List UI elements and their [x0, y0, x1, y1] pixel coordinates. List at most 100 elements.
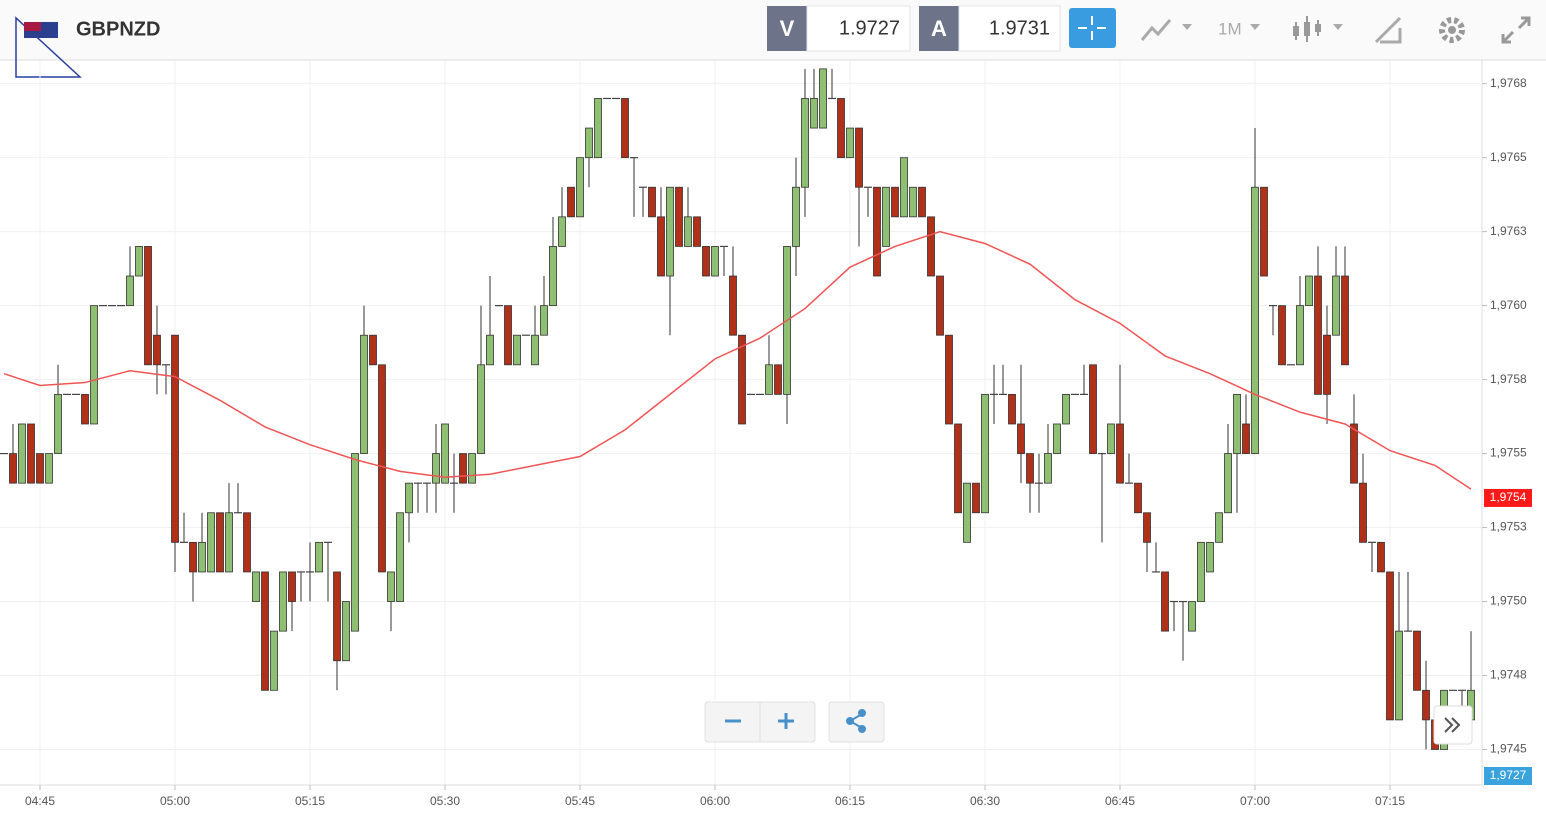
- candle-body: [1224, 453, 1232, 514]
- buy-price-box[interactable]: [958, 5, 1061, 52]
- candle-body: [513, 334, 521, 366]
- candle-body: [279, 571, 287, 632]
- candle-body: [1278, 305, 1286, 366]
- candle-body: [1089, 364, 1097, 454]
- candle-body: [666, 186, 674, 277]
- candle-body: [288, 571, 296, 602]
- crosshair-icon: [1078, 16, 1106, 40]
- x-tick-label: 06:30: [970, 794, 1000, 808]
- candle-body: [207, 512, 215, 573]
- candle-body: [729, 275, 737, 336]
- candle-body: [918, 186, 926, 218]
- candle-body: [1323, 334, 1331, 395]
- x-tick-label: 07:00: [1240, 794, 1270, 808]
- candle-body: [1314, 275, 1322, 395]
- y-tick-label: 1,9768: [1490, 76, 1527, 90]
- candle-body: [648, 186, 656, 218]
- candle-body: [1386, 571, 1394, 721]
- candle-body: [1395, 630, 1403, 721]
- candle-body: [1305, 275, 1313, 307]
- symbol: GBPNZD: [76, 18, 160, 40]
- share-button[interactable]: [828, 701, 885, 743]
- y-tick-label: 1,9745: [1490, 742, 1527, 756]
- x-tick-label: 05:45: [565, 794, 595, 808]
- candle-body: [684, 216, 692, 247]
- sell-price-box[interactable]: [806, 5, 911, 52]
- last-price-label: 1,9754: [1490, 490, 1527, 504]
- candle-body: [810, 98, 818, 129]
- candle-body: [1359, 482, 1367, 543]
- last-price-tag: [1484, 488, 1532, 507]
- sell-button[interactable]: [767, 6, 807, 51]
- x-tick-label: 06:00: [700, 794, 730, 808]
- chart-type-icon[interactable]: [1140, 19, 1172, 41]
- candle-body: [441, 423, 449, 484]
- candle-body: [135, 246, 143, 277]
- candle-body: [1017, 423, 1025, 454]
- y-tick-label: 1,9750: [1490, 594, 1527, 608]
- candle-body: [927, 216, 935, 277]
- candle-body: [846, 127, 854, 159]
- dropdown-arrow: [1333, 24, 1343, 30]
- candles-icon-part: [1304, 22, 1310, 36]
- candle-body: [738, 334, 746, 425]
- share-dot: [846, 717, 854, 725]
- candle-body: [198, 541, 206, 573]
- candle-body: [459, 453, 467, 484]
- crosshair-button[interactable]: [1069, 8, 1116, 48]
- candle-body: [972, 482, 980, 514]
- candle-body: [1350, 423, 1358, 484]
- settings-icon[interactable]: [1439, 17, 1465, 43]
- candle-body: [855, 127, 863, 188]
- share-dot: [858, 709, 866, 717]
- candle-body: [963, 482, 971, 543]
- candle-body: [1188, 601, 1196, 632]
- candle-body: [801, 98, 809, 188]
- candle-body: [1413, 630, 1421, 691]
- candle-body: [45, 453, 53, 484]
- candle-body: [9, 453, 17, 484]
- candle-body: [477, 364, 485, 454]
- candle-body: [765, 364, 773, 395]
- collapse-icon[interactable]: [1501, 16, 1531, 44]
- candle-body: [54, 393, 62, 454]
- timeframe[interactable]: 1M: [1218, 19, 1242, 38]
- candle-body: [1215, 512, 1223, 543]
- candle-body: [189, 541, 197, 573]
- corner-marker: [15, 16, 82, 78]
- candle-body: [153, 334, 161, 366]
- candle-body: [126, 275, 134, 307]
- candle-body: [405, 482, 413, 514]
- candle-body: [936, 275, 944, 336]
- candle-body: [387, 571, 395, 602]
- candle-body: [1053, 423, 1061, 454]
- candle-body: [90, 305, 98, 425]
- candle-body: [585, 127, 593, 159]
- candle-body: [1107, 423, 1115, 454]
- buy-label: A: [931, 16, 947, 41]
- candle-body: [774, 364, 782, 395]
- candle-body: [819, 68, 827, 129]
- candle-body: [360, 334, 368, 454]
- candle-body: [531, 334, 539, 366]
- candle-body: [1206, 541, 1214, 573]
- buy-button[interactable]: [919, 6, 959, 51]
- candle-body: [1377, 541, 1385, 573]
- candle-body: [909, 186, 917, 218]
- x-tick-label: 05:30: [430, 794, 460, 808]
- candle-body: [900, 157, 908, 218]
- moving-average: [3, 230, 1472, 490]
- flag-icon-part: [24, 22, 41, 31]
- candle-body: [486, 334, 494, 366]
- candle-body: [711, 246, 719, 277]
- candle-body: [378, 364, 386, 573]
- candle-body: [18, 423, 26, 484]
- candle-body: [1116, 423, 1124, 484]
- draw-icon[interactable]: [1374, 16, 1402, 44]
- candle-body: [702, 246, 710, 277]
- candle-body: [1332, 275, 1340, 336]
- candle-body: [549, 246, 557, 307]
- candle-body: [1341, 275, 1349, 366]
- scroll-icon: [1444, 717, 1461, 733]
